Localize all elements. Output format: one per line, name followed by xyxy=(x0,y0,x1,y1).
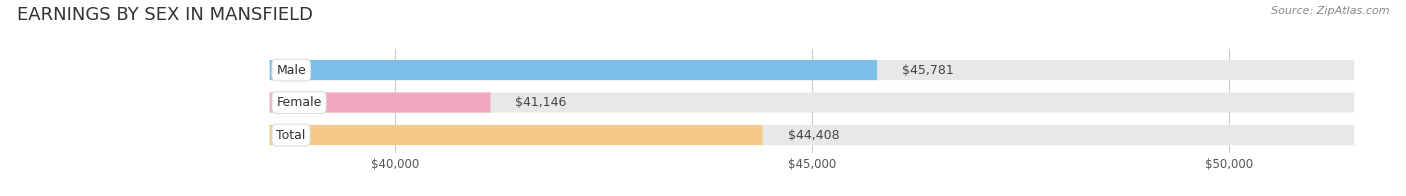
FancyBboxPatch shape xyxy=(270,60,877,80)
FancyBboxPatch shape xyxy=(270,93,491,113)
FancyBboxPatch shape xyxy=(270,60,1354,80)
FancyBboxPatch shape xyxy=(270,125,1354,145)
Text: Total: Total xyxy=(277,129,305,142)
Text: $45,781: $45,781 xyxy=(903,64,953,77)
Text: $44,408: $44,408 xyxy=(787,129,839,142)
Text: Female: Female xyxy=(277,96,322,109)
Text: Male: Male xyxy=(277,64,307,77)
Text: Source: ZipAtlas.com: Source: ZipAtlas.com xyxy=(1271,6,1389,16)
FancyBboxPatch shape xyxy=(270,93,1354,113)
FancyBboxPatch shape xyxy=(270,125,762,145)
Text: $41,146: $41,146 xyxy=(516,96,567,109)
Text: EARNINGS BY SEX IN MANSFIELD: EARNINGS BY SEX IN MANSFIELD xyxy=(17,6,314,24)
